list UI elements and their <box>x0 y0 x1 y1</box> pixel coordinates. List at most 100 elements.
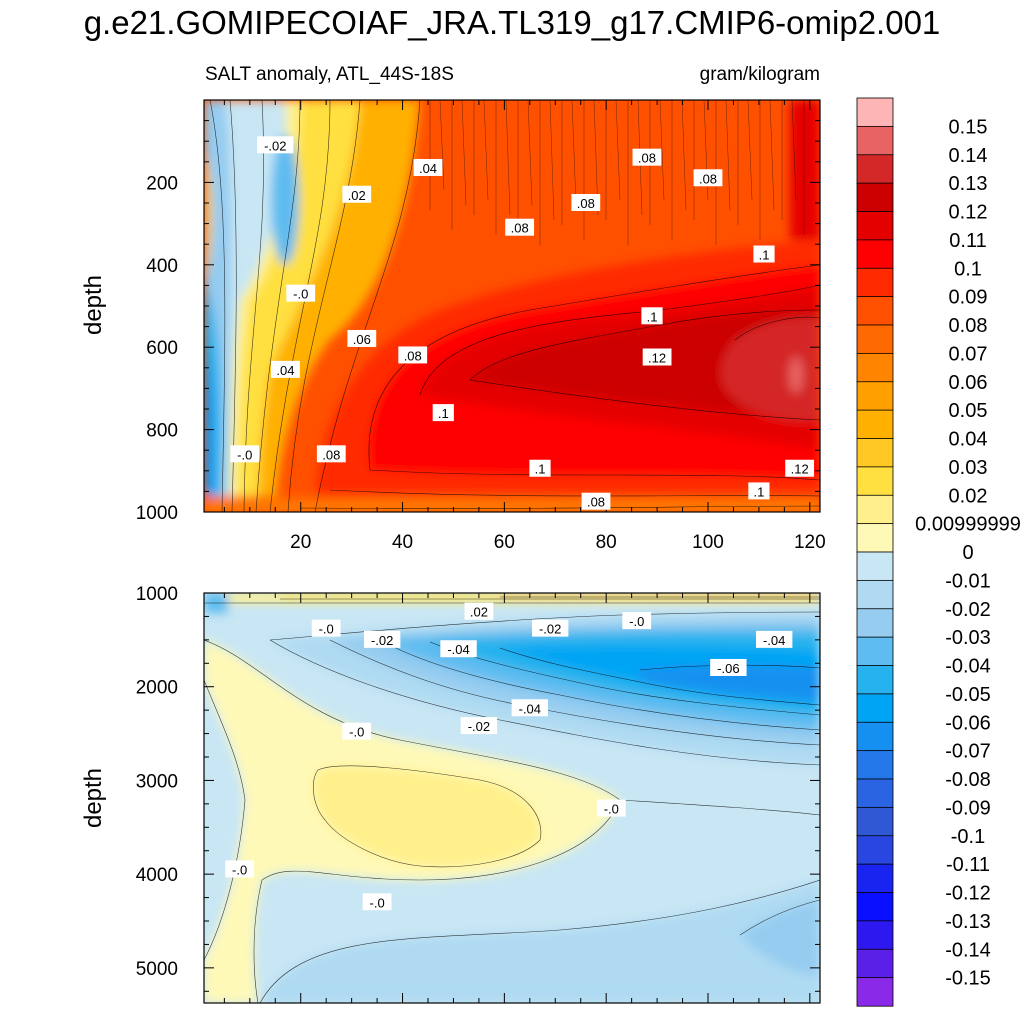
upper-ytick-label: 200 <box>146 173 178 194</box>
lower-ylabel: depth <box>80 768 107 828</box>
upper-contour-label-text: .04 <box>276 363 294 378</box>
colorbar-label: 0.15 <box>949 116 988 138</box>
upper-ytick-label: 800 <box>146 421 178 442</box>
colorbar-label: 0.00999999 <box>915 514 1021 536</box>
colorbar-label: -0.03 <box>945 627 991 649</box>
lower-contour-label-text: -.06 <box>717 661 739 676</box>
upper-xtick-label: 20 <box>290 532 311 553</box>
upper-contour-label-bg <box>230 445 260 463</box>
lower-contour-label-text: -.0 <box>232 862 247 877</box>
lower-contour-label: -.0 <box>596 799 626 817</box>
colorbar-label: 0.04 <box>949 429 988 451</box>
lower-contour-label-text: -.04 <box>763 633 785 648</box>
colorbar-label: -0.1 <box>951 826 985 848</box>
colorbar-swatch <box>856 948 894 979</box>
lower-contour-label-bg <box>710 658 747 676</box>
lower-contour-label-bg <box>596 799 626 817</box>
lower-contour-label: -.04 <box>511 699 549 717</box>
colorbar-label: 0.12 <box>949 202 988 224</box>
colorbar-label: 0.02 <box>949 485 988 507</box>
upper-contour-label-text: .08 <box>699 171 717 186</box>
lower-contour-label-text: -.0 <box>604 802 619 817</box>
upper-contour-label: .08 <box>581 492 611 510</box>
lower-ytick-label: 1000 <box>136 584 178 605</box>
colorbar-swatch <box>856 665 894 695</box>
upper-contour-label: .04 <box>413 158 443 176</box>
colorbar-label: -0.12 <box>945 883 991 905</box>
colorbar-label: 0.11 <box>949 230 986 252</box>
upper-contour-label-bg <box>748 482 770 500</box>
upper-contour-label: .08 <box>693 169 723 187</box>
upper-contour-label-bg <box>342 185 372 203</box>
colorbar-swatch <box>856 835 894 865</box>
upper-contour-label: -.0 <box>230 445 260 463</box>
colorbar-swatch <box>856 466 894 496</box>
upper-contour-label-text: .08 <box>511 221 529 236</box>
lower-contour-label: -.02 <box>460 717 498 735</box>
upper-xtick-label: 80 <box>596 532 617 553</box>
upper-contour-label-bg <box>642 348 672 366</box>
upper-contour-label-bg <box>316 445 346 463</box>
lower-contour-label: -.0 <box>225 860 255 878</box>
upper-contour-label-bg <box>753 245 775 263</box>
lower-ytick-label: 5000 <box>136 959 178 980</box>
upper-contour-label: .08 <box>316 445 346 463</box>
upper-contour-label-text: .12 <box>648 351 666 366</box>
upper-contour-label-text: .08 <box>587 495 605 510</box>
upper-contour-label: .04 <box>271 360 300 378</box>
upper-contour-label-text: .1 <box>647 309 658 324</box>
colorbar-swatch <box>856 154 894 184</box>
upper-contour-label-bg <box>632 148 662 166</box>
colorbar-swatch <box>856 579 894 610</box>
colorbar-label: -0.09 <box>945 797 991 819</box>
upper-contour-label-text: .04 <box>419 161 437 176</box>
colorbar-swatch <box>856 409 894 440</box>
lower-contour-label: -.02 <box>363 630 401 648</box>
upper-contour-label-text: .08 <box>577 196 595 211</box>
upper-contour-label: .06 <box>347 329 377 347</box>
lower-contour-label-text: -.04 <box>447 642 469 657</box>
colorbar-swatch <box>856 125 894 156</box>
upper-contour-label: .08 <box>398 346 428 364</box>
colorbar-swatch <box>856 324 894 354</box>
lower-ytick-label: 4000 <box>136 865 178 886</box>
lower-ticks: 1000 2000 3000 4000 5000 <box>136 584 820 1003</box>
colorbar-swatch <box>856 352 894 383</box>
upper-contour-label-text: .1 <box>759 248 770 263</box>
upper-contour-label-bg <box>529 459 551 477</box>
colorbar-label: 0.07 <box>949 343 988 365</box>
colorbar-label: 0.14 <box>949 145 988 167</box>
colorbar-swatch <box>856 239 894 269</box>
upper-contour-label: -.02 <box>257 136 294 154</box>
colorbar-swatch <box>856 636 894 667</box>
upper-ticks: 20 40 60 80 100 120 200 400 600 800 1000 <box>136 99 826 553</box>
colorbar-label: -0.01 <box>945 570 991 592</box>
upper-contour-label: .08 <box>632 148 662 166</box>
lower-panel-frame <box>203 592 821 1004</box>
lower-contour-label-bg <box>531 619 569 637</box>
upper-contour-label-text: .12 <box>791 462 809 477</box>
lower-contour-label: -.06 <box>710 658 747 676</box>
upper-ytick-label: 600 <box>146 338 178 359</box>
upper-contour-label-bg <box>432 404 454 422</box>
upper-ytick-label: 400 <box>146 256 178 277</box>
upper-contour-label-bg <box>785 459 815 477</box>
lower-contour-label-text: -.02 <box>539 622 561 637</box>
colorbar-swatch <box>856 296 894 326</box>
lower-contour-label-bg <box>225 860 255 878</box>
chart-title: g.e21.GOMIPECOIAF_JRA.TL319_g17.CMIP6-om… <box>83 4 941 41</box>
lower-contour-label-text: -.0 <box>370 895 385 910</box>
upper-contour-label-bg <box>286 284 316 302</box>
colorbar-swatch <box>856 863 894 894</box>
lower-contour-label: -.04 <box>440 640 477 658</box>
lower-contour-label-text: -.02 <box>468 719 490 734</box>
lower-contour-label: -.0 <box>622 612 652 630</box>
upper-contour-label-bg <box>641 307 663 325</box>
upper-contour-label-bg <box>693 169 723 187</box>
colorbar-label: -0.02 <box>945 599 991 621</box>
colorbar-swatch <box>856 97 894 127</box>
upper-contour-label-text: -.0 <box>237 447 252 462</box>
colorbar-label: -0.08 <box>945 769 991 791</box>
lower-contour-labels: .02 -.0 -.02 -.02 -.0 -.04 -.04 -.06 -.04 -.02 -.0… <box>225 602 793 911</box>
lower-contour-label-bg <box>511 699 549 717</box>
